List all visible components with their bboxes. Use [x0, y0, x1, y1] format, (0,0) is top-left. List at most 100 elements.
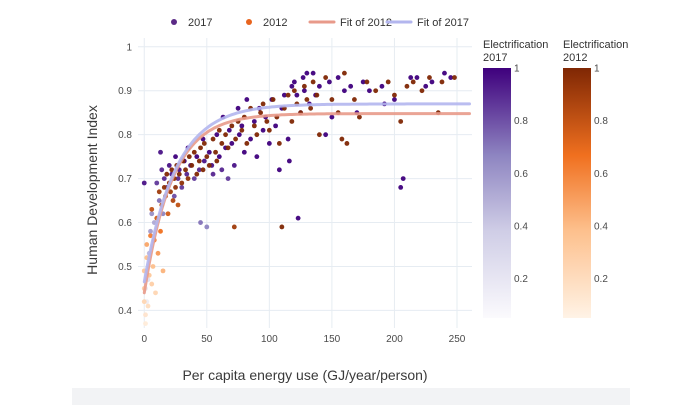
point-2012 — [342, 70, 347, 76]
x-tick-label: 200 — [386, 334, 403, 345]
point-2012 — [213, 149, 218, 155]
point-2017 — [379, 83, 385, 89]
y-tick-label: 1 — [126, 42, 132, 53]
x-tick-label: 100 — [261, 334, 278, 345]
point-2017 — [323, 132, 329, 138]
point-2017 — [429, 79, 435, 85]
legend-marker — [246, 19, 252, 25]
point-2017 — [408, 75, 414, 80]
point-2017 — [360, 79, 366, 85]
point-2012 — [156, 189, 162, 195]
x-tick-label: 0 — [141, 334, 147, 345]
colorbar-title: Electrification — [483, 39, 548, 51]
point-2017 — [423, 83, 429, 89]
point-2012 — [427, 75, 432, 80]
colorbar-tick-label: 0.4 — [514, 221, 528, 232]
point-2012 — [176, 171, 182, 177]
point-2017 — [291, 79, 297, 85]
point-2012 — [258, 110, 263, 116]
point-2017 — [295, 215, 301, 221]
point-2012 — [357, 114, 362, 120]
point-2012 — [214, 158, 220, 164]
point-2012 — [170, 198, 176, 203]
colorbar-title: Electrification — [563, 39, 628, 51]
point-2017 — [273, 123, 279, 129]
point-2012 — [310, 79, 316, 85]
point-2017 — [214, 132, 220, 138]
grid — [138, 38, 472, 328]
point-2017 — [266, 141, 272, 146]
point-2017 — [196, 167, 202, 173]
point-2017 — [329, 114, 335, 120]
y-tick-label: 0.9 — [118, 86, 132, 97]
point-2017 — [161, 176, 167, 182]
point-2017 — [244, 97, 250, 102]
point-2012 — [254, 132, 260, 138]
point-2017 — [204, 224, 210, 230]
point-2012 — [344, 141, 350, 146]
point-2012 — [165, 211, 171, 217]
point-2012 — [289, 119, 295, 124]
x-tick-label: 50 — [201, 334, 213, 345]
point-2017 — [179, 184, 185, 190]
point-2012 — [231, 224, 237, 230]
point-2017 — [159, 167, 165, 173]
point-2012 — [229, 123, 235, 129]
point-2017 — [201, 158, 207, 164]
point-2012 — [251, 123, 257, 129]
point-2017 — [398, 184, 404, 190]
point-2012 — [223, 132, 228, 138]
point-2012 — [385, 79, 391, 85]
point-2012 — [198, 145, 203, 151]
point-2012 — [153, 290, 158, 296]
point-2012 — [285, 92, 291, 98]
point-2017 — [301, 88, 307, 94]
point-2012 — [291, 88, 297, 94]
point-2012 — [216, 127, 222, 133]
point-2017 — [326, 79, 332, 85]
point-2017 — [191, 176, 197, 182]
scatter-points — [141, 70, 457, 327]
point-2017 — [206, 149, 212, 155]
colorbar-tick-label: 0.8 — [514, 116, 528, 127]
point-2012 — [210, 136, 216, 142]
point-2012 — [264, 119, 270, 124]
point-2017 — [448, 75, 454, 80]
bottom-strip — [72, 388, 630, 405]
point-2017 — [241, 149, 247, 155]
point-2012 — [452, 75, 457, 80]
y-tick-label: 0.8 — [118, 130, 132, 141]
point-2012 — [304, 97, 310, 102]
point-2012 — [244, 141, 250, 146]
point-2012 — [145, 303, 151, 309]
point-2012 — [160, 268, 166, 274]
point-2012 — [373, 88, 379, 94]
fit-lines — [142, 102, 471, 295]
point-2012 — [419, 88, 425, 94]
point-2017 — [216, 154, 222, 160]
point-2017 — [316, 83, 322, 89]
colorbar-tick-label: 0.6 — [514, 169, 528, 180]
point-2017 — [414, 75, 420, 80]
x-tick-label: 250 — [449, 334, 466, 345]
point-2012 — [410, 79, 416, 85]
point-2017 — [154, 180, 160, 186]
point-2017 — [335, 75, 341, 80]
point-2017 — [175, 176, 181, 182]
colorbars: Electrification20170.20.40.60.81Electrif… — [483, 39, 628, 318]
point-2012 — [339, 136, 345, 142]
point-2012 — [196, 158, 202, 164]
point-2017 — [231, 163, 237, 168]
fit-line-fit-of-2012 — [142, 112, 471, 295]
legend-marker — [171, 19, 177, 25]
point-2017 — [248, 136, 253, 142]
point-2017 — [173, 154, 178, 160]
x-axis-title: Per capita energy use (GJ/year/person) — [182, 367, 427, 383]
point-2012 — [191, 149, 197, 155]
point-2017 — [285, 136, 291, 142]
point-2017 — [184, 171, 190, 177]
point-2012 — [439, 79, 445, 85]
colorbar-tick-label: 1 — [514, 64, 520, 75]
point-2012 — [316, 132, 322, 138]
point-2012 — [204, 154, 210, 160]
